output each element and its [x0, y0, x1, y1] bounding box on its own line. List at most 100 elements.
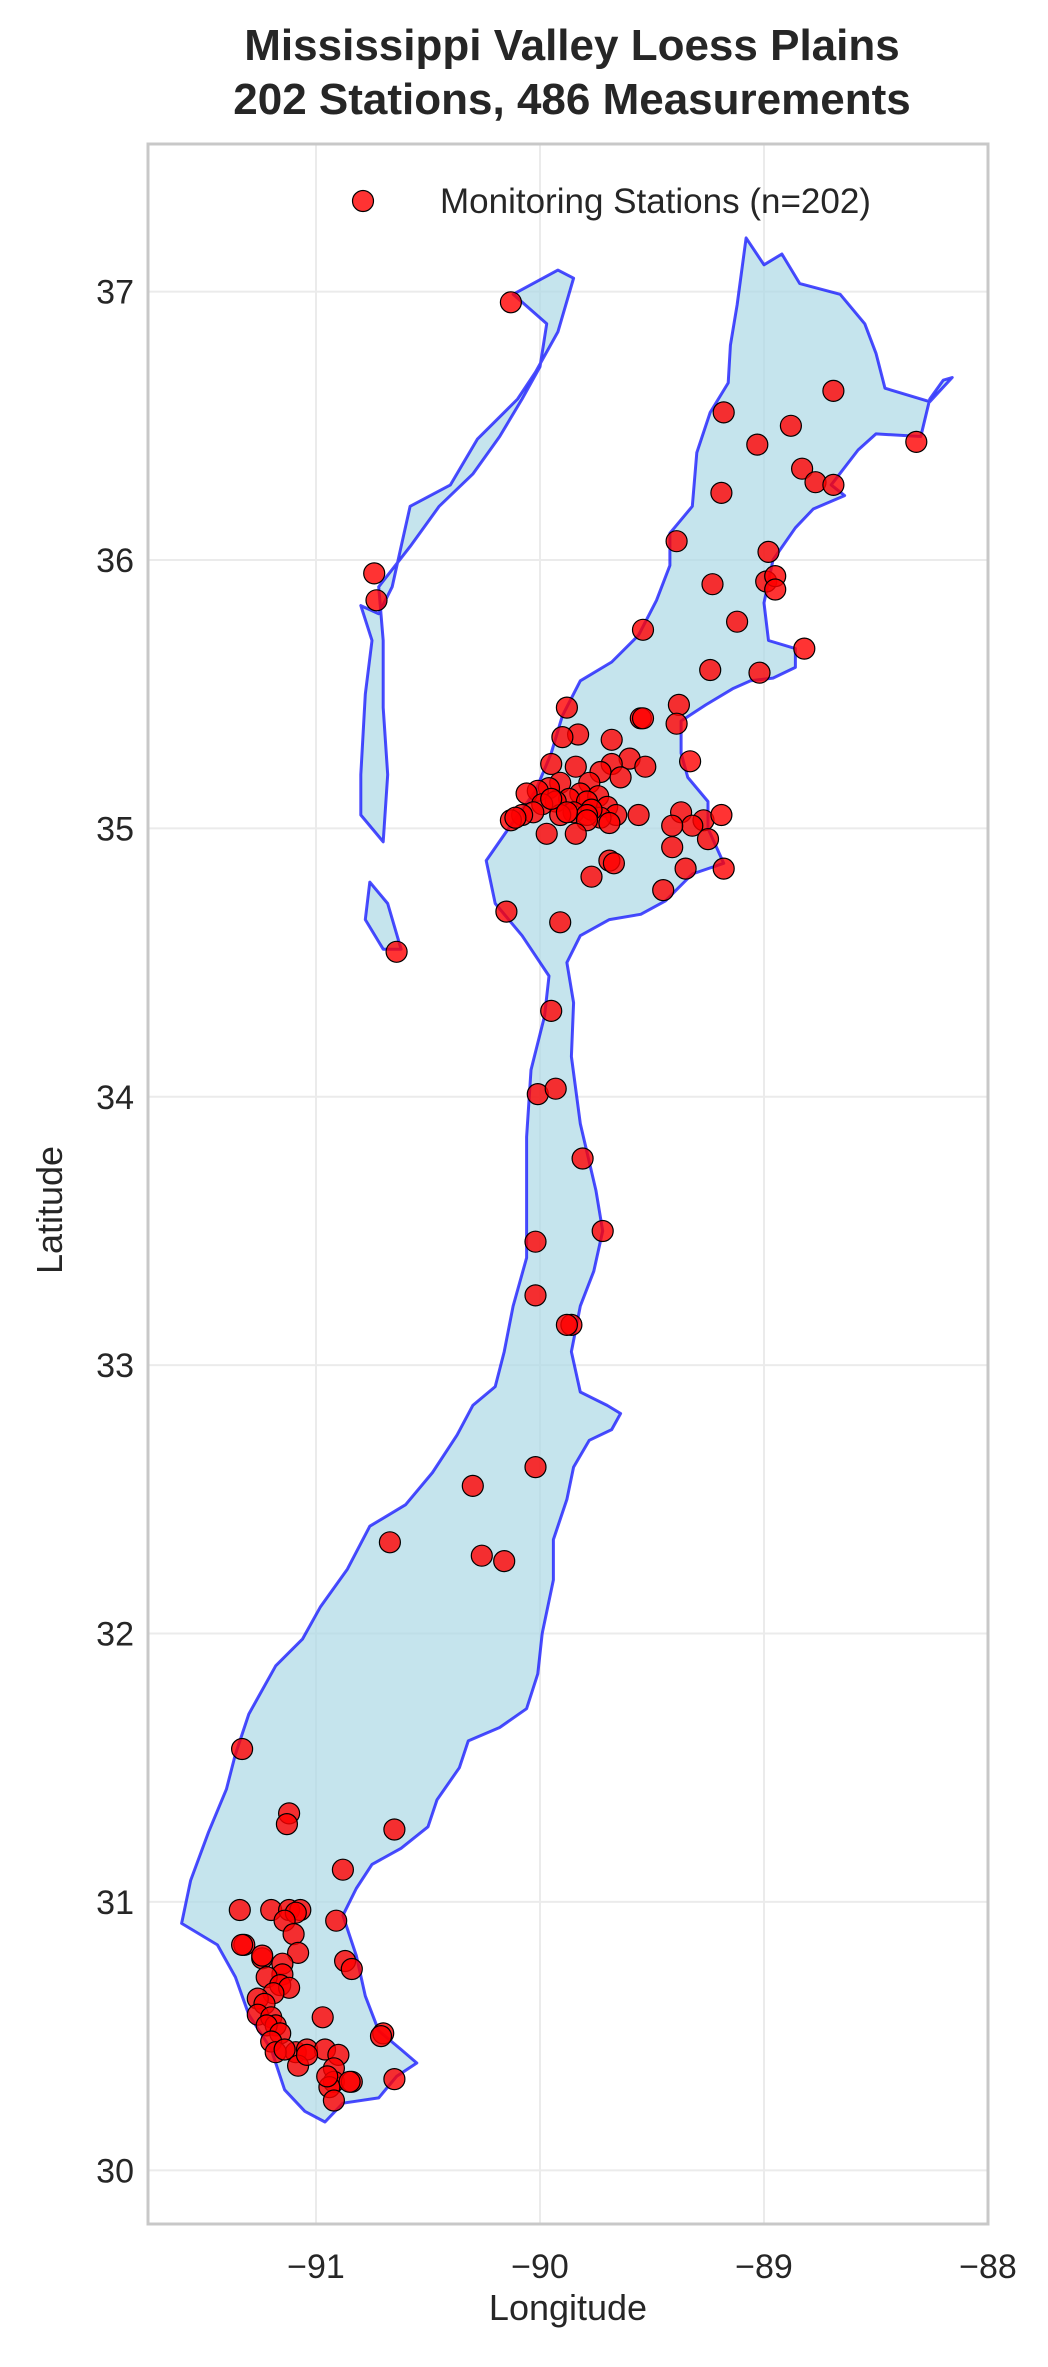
station-point	[282, 1922, 305, 1946]
station-point	[499, 291, 522, 314]
station-point	[470, 1544, 493, 1567]
legend: Monitoring Stations (n=202)	[351, 182, 871, 221]
station-point	[540, 752, 563, 776]
station-point	[369, 2024, 393, 2048]
y-tick-label: 36	[96, 542, 134, 580]
station-point	[555, 1313, 579, 1337]
station-point	[602, 852, 626, 875]
station-point	[674, 857, 697, 880]
station-point	[524, 1230, 547, 1253]
station-point	[667, 693, 691, 717]
station-point	[338, 2070, 361, 2093]
station-point	[712, 857, 735, 880]
y-tick-label: 34	[96, 1079, 134, 1117]
station-point	[609, 766, 632, 789]
y-tick-label: 35	[96, 810, 134, 848]
station-point	[793, 637, 816, 660]
y-tick-label: 33	[96, 1347, 134, 1385]
x-tick-label: −91	[287, 2248, 345, 2286]
station-point	[764, 578, 787, 601]
x-tick-label: −88	[959, 2248, 1017, 2286]
station-point	[311, 2006, 334, 2029]
station-point	[757, 540, 780, 564]
station-point	[710, 803, 733, 827]
station-point	[251, 1944, 274, 1967]
x-tick-label: −89	[735, 2248, 793, 2286]
station-point	[790, 457, 814, 480]
y-axis-label: Latitude	[29, 1146, 70, 1274]
station-point	[544, 1077, 567, 1100]
y-tick-label: 32	[96, 1616, 134, 1654]
station-point	[325, 1909, 348, 1932]
x-axis-label: Longitude	[489, 2287, 647, 2328]
station-point	[555, 696, 579, 719]
station-point	[634, 755, 657, 778]
station-point	[316, 2065, 339, 2088]
station-point	[710, 481, 733, 504]
station-point	[652, 878, 675, 902]
station-point	[504, 806, 527, 829]
station-point	[231, 1933, 254, 1957]
station-point	[661, 814, 684, 837]
station-point	[701, 573, 724, 596]
station-point	[383, 1818, 406, 1841]
station-point	[779, 414, 803, 437]
station-point	[378, 1531, 401, 1554]
station-point	[551, 725, 574, 749]
station-point	[340, 1957, 363, 1981]
station-point	[540, 999, 563, 1023]
station-point	[699, 658, 722, 682]
station-point	[331, 1858, 354, 1881]
station-point	[712, 401, 735, 424]
station-point	[631, 707, 655, 730]
station-point	[571, 1147, 594, 1170]
y-tick-labels: 30 31 32 33 34 35 36 37	[96, 274, 134, 2191]
region-polygon	[180, 236, 954, 2124]
chart-title-line2: 202 Stations, 486 Measurements	[233, 75, 910, 124]
legend-label: Monitoring Stations (n=202)	[440, 182, 871, 221]
region-polygon	[359, 268, 576, 844]
station-point	[363, 562, 386, 585]
x-tick-label: −90	[511, 2248, 569, 2286]
station-point	[564, 822, 587, 845]
station-point	[365, 589, 388, 612]
station-point	[493, 1549, 516, 1573]
station-point	[822, 379, 845, 402]
station-point	[748, 661, 771, 684]
y-tick-label: 37	[96, 274, 134, 312]
station-point	[627, 803, 650, 827]
station-point	[524, 1455, 547, 1479]
chart-title-line1: Mississippi Valley Loess Plains	[244, 21, 899, 70]
station-point	[287, 1941, 310, 1965]
station-point	[555, 801, 579, 824]
plot-frame	[146, 142, 990, 2226]
station-point	[678, 750, 702, 773]
station-point	[600, 728, 623, 751]
station-point	[385, 940, 408, 963]
station-point	[822, 473, 845, 496]
loess-plains-region	[180, 236, 954, 2124]
station-point	[549, 911, 572, 934]
station-point	[228, 1898, 251, 1922]
station-point	[231, 1737, 254, 1761]
x-tick-labels: −91 −90 −89 −88	[287, 2248, 1017, 2286]
station-point	[665, 712, 688, 735]
station-point	[524, 1284, 547, 1307]
y-tick-label: 31	[96, 1884, 134, 1922]
station-point	[591, 1219, 614, 1243]
y-tick-label: 30	[96, 2152, 134, 2190]
station-point	[461, 1474, 484, 1498]
station-point	[295, 2043, 319, 2066]
station-point	[746, 433, 769, 456]
station-point	[661, 836, 684, 859]
station-point	[580, 865, 603, 888]
station-point	[725, 610, 749, 633]
station-point	[905, 430, 928, 453]
station-point	[495, 900, 518, 923]
station-point	[273, 2038, 296, 2061]
station-point	[665, 530, 688, 553]
station-point	[598, 811, 621, 835]
station-point	[275, 1812, 298, 1836]
station-point	[631, 618, 655, 641]
